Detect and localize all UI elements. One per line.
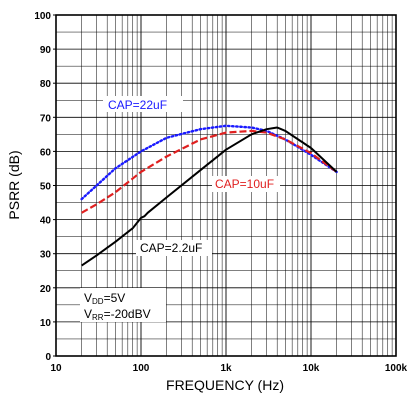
y-tick-label: 60: [40, 147, 52, 158]
y-tick-label: 10: [40, 318, 52, 329]
series-line-3: [81, 126, 338, 267]
series-layer: [80, 124, 338, 267]
y-tick-label: 80: [40, 79, 52, 90]
y-tick-label: 0: [45, 352, 51, 363]
x-tick-label: 100k: [385, 363, 408, 374]
y-tick-label: 30: [40, 250, 52, 261]
annotation-cap10-text: CAP=10uF: [215, 177, 274, 191]
annotation-cap2-2-text: CAP=2.2uF: [140, 241, 202, 255]
x-tick-label: 100: [133, 363, 150, 374]
annotation-conditions: VDD=5V VRR=-20dBV: [80, 288, 166, 322]
y-tick-label: 40: [40, 216, 52, 227]
annotation-cap22: CAP=22uF: [103, 96, 183, 112]
y-axis-label: PSRR (dB): [6, 150, 22, 219]
x-tick-label: 1k: [220, 363, 232, 374]
y-tick-label: 50: [40, 182, 52, 193]
annotation-cap10: CAP=10uF: [212, 176, 280, 192]
x-axis-label: FREQUENCY (Hz): [166, 377, 284, 393]
annotation-cap2-2: CAP=2.2uF: [136, 240, 212, 256]
y-tick-label: 70: [40, 113, 52, 124]
y-tick-label: 100: [34, 11, 51, 22]
annotation-cap22-text: CAP=22uF: [108, 98, 167, 112]
series-line-2: [81, 129, 338, 214]
x-tick-label: 10k: [303, 363, 320, 374]
x-tick-label: 10: [50, 363, 62, 374]
y-tick-label: 20: [40, 284, 52, 295]
y-tick-label: 90: [40, 45, 52, 56]
annotation-vrr: VRR=-20dBV: [84, 307, 151, 322]
annotation-vdd: VDD=5V: [84, 291, 125, 306]
